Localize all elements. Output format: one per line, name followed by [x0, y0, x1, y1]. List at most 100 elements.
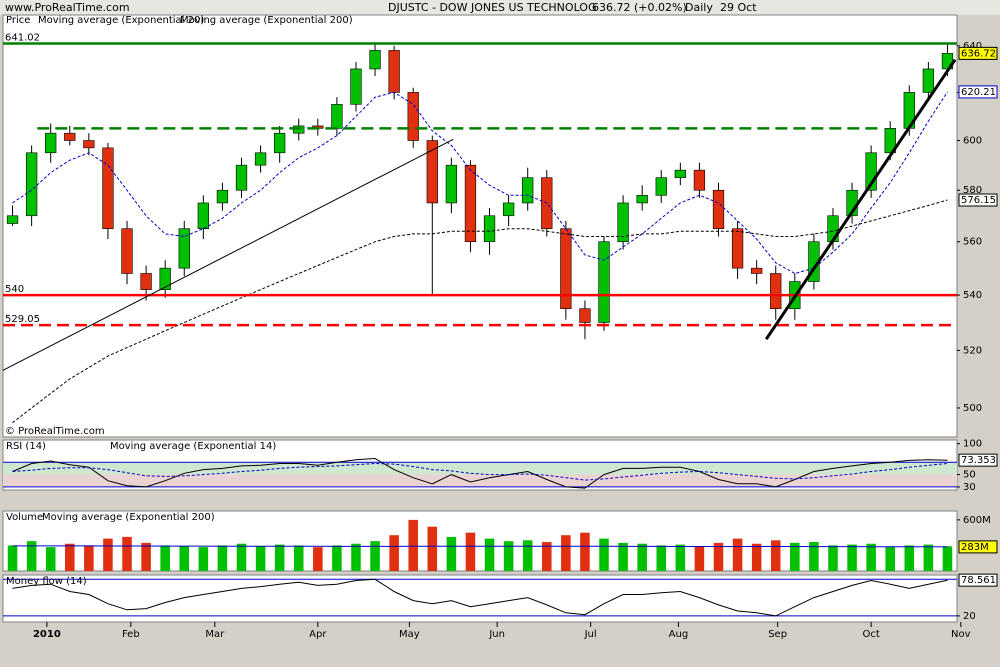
candle-body [636, 195, 648, 204]
x-tick-label: Jun [488, 629, 505, 640]
x-tick-label: May [399, 629, 420, 640]
indicator-line [12, 457, 948, 489]
volume-bar [942, 546, 953, 571]
quote: 636.72 (+0.02%) [592, 1, 687, 14]
candle-body [25, 152, 38, 217]
current-price: 636.72 [961, 48, 996, 59]
candle-body [922, 68, 935, 93]
candle-body [770, 273, 782, 310]
date: 29 Oct [720, 1, 757, 14]
legend-entry: Moving average (Exponential 200) [42, 512, 215, 523]
volume-bar [637, 543, 647, 571]
candle-body [617, 202, 629, 243]
panel-frame [2, 574, 958, 623]
candle-body [331, 103, 343, 129]
volume-bar [7, 545, 18, 571]
y-tick-label: 20 [963, 611, 976, 622]
copyright: © ProRealTime.com [5, 426, 105, 437]
volume-bar [694, 546, 705, 571]
volume-bar [561, 535, 571, 571]
x-tick-label: Apr [309, 629, 327, 640]
period: Daily [685, 1, 713, 14]
volume-bar [580, 532, 590, 571]
volume-bar [618, 542, 628, 571]
candle-body [751, 267, 763, 274]
volume-bar [904, 545, 915, 571]
candle-body [426, 140, 438, 204]
candle-body [254, 152, 267, 166]
volume-bar [847, 544, 857, 571]
level-label: 529.05 [5, 314, 40, 325]
candle-body [483, 215, 496, 243]
volume-bar [351, 543, 361, 571]
candle-body [579, 308, 591, 323]
candle-body [560, 228, 572, 310]
panel-label: Price [6, 15, 30, 26]
volume-bar [503, 541, 514, 571]
legend-entry: Money flow (14) [6, 576, 87, 587]
ma-value-box [958, 193, 998, 207]
y-tick-label: 600 [963, 136, 982, 147]
panel-frame [2, 14, 958, 438]
volume-bar [255, 546, 266, 571]
volume-bar [713, 542, 724, 571]
panel-label: RSI (14) [6, 441, 46, 452]
candle-body [464, 164, 477, 243]
current-value: 73.353 [961, 455, 996, 466]
candle-body [445, 164, 458, 204]
legend-entry: Volume [6, 512, 43, 523]
moving-average [12, 91, 948, 275]
volume-bar [885, 547, 895, 571]
volume-bar [160, 545, 170, 571]
ma-value-box [958, 85, 998, 99]
candle-body [693, 169, 706, 191]
candle-body [388, 50, 400, 93]
legend-entry: Moving average (Exponential 20) [38, 15, 204, 26]
volume-bar [656, 545, 667, 571]
volume-bar [370, 541, 380, 571]
volume-bar [522, 540, 533, 571]
rsi-shade [3, 474, 957, 487]
legend-entry: Moving average (Exponential 14) [110, 441, 276, 452]
volume-bar [465, 532, 476, 571]
volume-bar [141, 542, 151, 571]
candle-body [64, 132, 76, 141]
volume-ma [12, 545, 948, 548]
volume-bar [599, 538, 609, 571]
legend-entry: Moving average (Exponential 200) [180, 15, 353, 26]
candle-body [731, 228, 744, 269]
trendline [764, 58, 957, 341]
candle-body [121, 228, 133, 274]
candle-body [369, 50, 381, 70]
candle-body [159, 267, 171, 290]
volume-bar [84, 545, 94, 571]
current-value-box [958, 573, 998, 587]
level-label: 641.02 [5, 33, 40, 44]
x-tick-label: Aug [669, 629, 689, 640]
y-tick-label: 500 [963, 403, 982, 414]
candle-body [674, 169, 686, 178]
volume-bar [236, 543, 247, 571]
y-tick-label: 50 [963, 470, 976, 481]
candle-body [216, 189, 229, 204]
rsi-shade [3, 462, 957, 475]
y-tick-label: 640 [963, 41, 982, 52]
x-tick-label: Oct [862, 629, 879, 640]
candle-body [522, 177, 534, 204]
current-price-box [958, 46, 998, 60]
candle-body [712, 189, 725, 229]
volume-bar [198, 547, 209, 571]
x-tick-label: Sep [768, 629, 787, 640]
volume-bar [809, 542, 819, 571]
y-tick-label: 560 [963, 237, 982, 248]
volume-bar [122, 536, 132, 571]
candle-body [197, 202, 209, 229]
volume-bar [923, 544, 934, 571]
x-tick-label: Jul [584, 629, 597, 640]
volume-bar [179, 546, 190, 571]
ma-value: 576.15 [961, 195, 996, 206]
volume-bar [45, 547, 56, 571]
volume-bar [26, 541, 37, 571]
